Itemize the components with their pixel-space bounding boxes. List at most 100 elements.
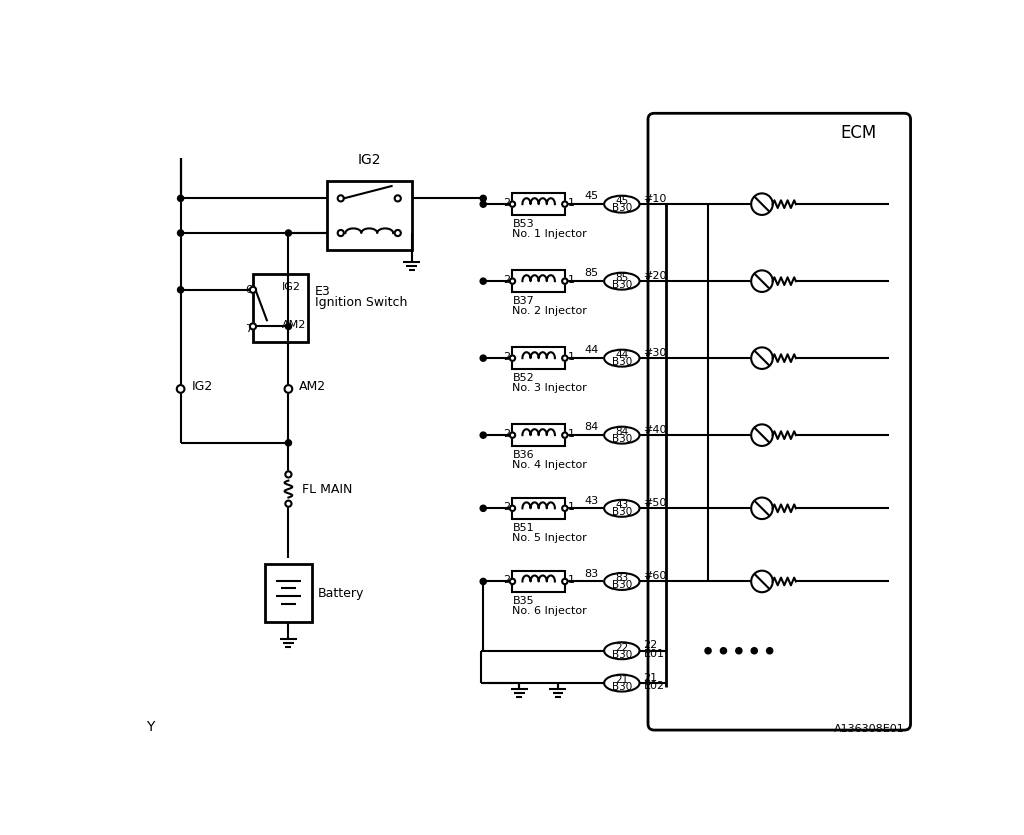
- Text: B52: B52: [512, 372, 535, 382]
- Circle shape: [177, 286, 183, 293]
- Text: 2: 2: [503, 352, 510, 362]
- Text: B30: B30: [611, 434, 632, 444]
- Text: FL MAIN: FL MAIN: [302, 483, 352, 495]
- Circle shape: [286, 471, 292, 478]
- Circle shape: [250, 323, 256, 330]
- Text: No. 6 Injector: No. 6 Injector: [512, 606, 587, 616]
- Circle shape: [752, 424, 773, 446]
- Ellipse shape: [604, 350, 640, 367]
- Text: 1: 1: [567, 428, 574, 438]
- Text: No. 5 Injector: No. 5 Injector: [512, 533, 587, 543]
- Circle shape: [286, 323, 292, 330]
- Text: 22: 22: [643, 640, 657, 650]
- Circle shape: [480, 195, 486, 201]
- Text: 1: 1: [567, 352, 574, 362]
- Bar: [512, 498, 565, 519]
- Text: 43: 43: [615, 500, 629, 510]
- Circle shape: [510, 278, 515, 284]
- Circle shape: [480, 278, 486, 284]
- Text: E02: E02: [643, 681, 665, 691]
- Text: 1: 1: [567, 575, 574, 584]
- Text: AM2: AM2: [299, 380, 327, 393]
- Bar: [512, 347, 565, 369]
- Text: 85: 85: [615, 273, 629, 283]
- Ellipse shape: [604, 195, 640, 213]
- Circle shape: [562, 506, 567, 511]
- Text: 45: 45: [615, 196, 629, 206]
- Ellipse shape: [604, 675, 640, 691]
- Circle shape: [562, 579, 567, 584]
- Bar: [512, 570, 565, 592]
- Circle shape: [480, 201, 486, 207]
- Circle shape: [752, 498, 773, 519]
- Circle shape: [767, 648, 773, 654]
- Text: 44: 44: [585, 346, 599, 356]
- Circle shape: [177, 230, 183, 236]
- Text: E3: E3: [314, 285, 331, 297]
- Text: B30: B30: [611, 682, 632, 692]
- Text: B36: B36: [512, 450, 535, 460]
- Text: #40: #40: [643, 425, 667, 435]
- Circle shape: [736, 648, 742, 654]
- Bar: [512, 424, 565, 446]
- Text: 84: 84: [615, 427, 629, 437]
- Circle shape: [510, 433, 515, 438]
- Text: IG2: IG2: [283, 281, 301, 291]
- Circle shape: [510, 201, 515, 207]
- Text: B30: B30: [611, 650, 632, 660]
- Circle shape: [480, 432, 486, 438]
- Circle shape: [394, 230, 400, 236]
- Text: B30: B30: [611, 507, 632, 517]
- Circle shape: [510, 356, 515, 361]
- Text: 21: 21: [615, 675, 629, 685]
- Circle shape: [394, 195, 400, 201]
- Circle shape: [286, 230, 292, 236]
- Text: B30: B30: [611, 357, 632, 367]
- Text: B30: B30: [611, 280, 632, 290]
- Circle shape: [338, 195, 344, 201]
- Text: 6: 6: [245, 285, 252, 295]
- Text: #20: #20: [643, 271, 667, 281]
- Ellipse shape: [604, 273, 640, 290]
- Text: #50: #50: [643, 498, 667, 508]
- Text: IG2: IG2: [191, 380, 213, 393]
- Circle shape: [510, 506, 515, 511]
- Circle shape: [510, 579, 515, 584]
- Bar: [327, 181, 412, 250]
- Text: Y: Y: [146, 720, 155, 734]
- Circle shape: [562, 278, 567, 284]
- Ellipse shape: [604, 642, 640, 659]
- Circle shape: [177, 195, 183, 201]
- Circle shape: [562, 356, 567, 361]
- Text: 83: 83: [615, 574, 629, 584]
- Text: 22: 22: [615, 643, 629, 653]
- Text: 45: 45: [585, 191, 599, 201]
- Circle shape: [480, 579, 486, 584]
- Text: 21: 21: [643, 673, 657, 683]
- Ellipse shape: [604, 427, 640, 443]
- Circle shape: [752, 347, 773, 369]
- Text: 83: 83: [585, 569, 599, 579]
- Text: B51: B51: [512, 523, 535, 533]
- Text: No. 3 Injector: No. 3 Injector: [512, 382, 587, 392]
- Text: B53: B53: [512, 219, 535, 229]
- Circle shape: [480, 505, 486, 511]
- Circle shape: [752, 271, 773, 292]
- Text: 1: 1: [567, 275, 574, 285]
- Circle shape: [720, 648, 727, 654]
- Circle shape: [752, 570, 773, 592]
- Text: AM2: AM2: [283, 320, 306, 330]
- Text: ECM: ECM: [840, 124, 877, 142]
- Text: No. 4 Injector: No. 4 Injector: [512, 460, 588, 470]
- Text: 43: 43: [585, 496, 599, 506]
- Text: 7: 7: [245, 324, 252, 334]
- Bar: [512, 271, 565, 292]
- Text: 85: 85: [585, 268, 599, 278]
- Bar: [253, 274, 308, 342]
- Text: B37: B37: [512, 296, 535, 306]
- Circle shape: [562, 201, 567, 207]
- Circle shape: [285, 385, 292, 392]
- Text: 84: 84: [585, 423, 599, 433]
- Circle shape: [562, 433, 567, 438]
- Circle shape: [177, 385, 184, 392]
